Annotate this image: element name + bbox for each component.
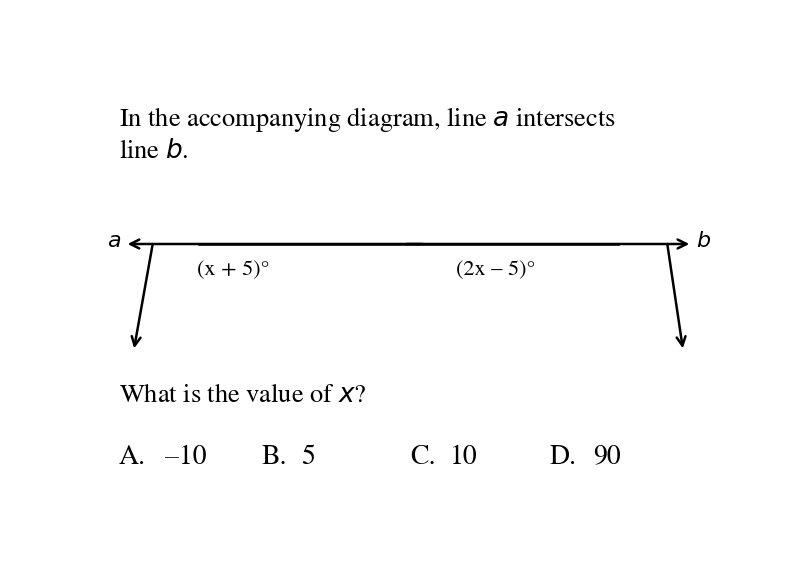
Text: 10: 10 xyxy=(450,445,478,470)
Text: (x + 5)°: (x + 5)° xyxy=(197,260,270,280)
Text: $a$: $a$ xyxy=(107,232,122,251)
Text: In the accompanying diagram, line $a$ intersects: In the accompanying diagram, line $a$ in… xyxy=(118,105,615,134)
Text: D.: D. xyxy=(550,445,577,470)
Text: A.: A. xyxy=(118,445,146,470)
Text: B.: B. xyxy=(262,445,286,470)
Text: What is the value of $x$?: What is the value of $x$? xyxy=(118,384,366,408)
Text: C.: C. xyxy=(410,445,435,470)
Text: $b$: $b$ xyxy=(697,232,711,252)
Text: 5: 5 xyxy=(302,445,315,470)
Text: –10: –10 xyxy=(165,445,206,470)
Text: 90: 90 xyxy=(593,445,621,470)
Text: line $b$.: line $b$. xyxy=(118,140,188,164)
Text: (2x – 5)°: (2x – 5)° xyxy=(457,260,536,280)
